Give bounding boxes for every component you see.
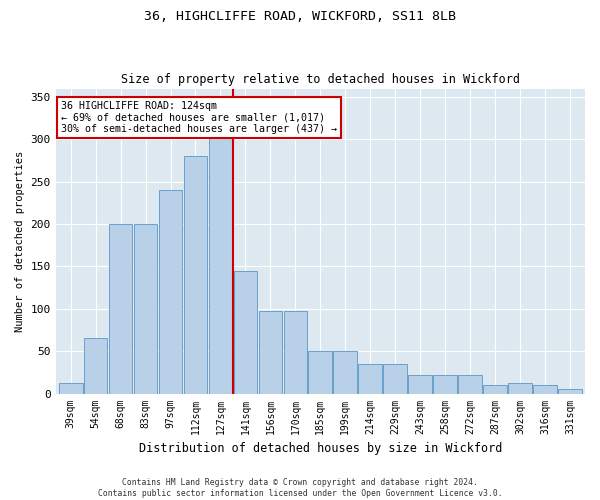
Bar (483, 385, 507, 394)
Bar (409, 375, 432, 394)
Bar (84, 338, 107, 394)
Bar (284, 310, 307, 394)
Bar (533, 385, 557, 394)
Bar (458, 375, 482, 394)
Bar (259, 310, 282, 394)
Bar (308, 351, 332, 394)
Text: 36, HIGHCLIFFE ROAD, WICKFORD, SS11 8LB: 36, HIGHCLIFFE ROAD, WICKFORD, SS11 8LB (144, 10, 456, 23)
Bar (134, 224, 157, 394)
Bar (158, 190, 182, 394)
Title: Size of property relative to detached houses in Wickford: Size of property relative to detached ho… (121, 73, 520, 86)
Y-axis label: Number of detached properties: Number of detached properties (15, 150, 25, 332)
Bar (334, 351, 357, 394)
Bar (184, 156, 208, 394)
Text: Contains HM Land Registry data © Crown copyright and database right 2024.
Contai: Contains HM Land Registry data © Crown c… (98, 478, 502, 498)
Text: 36 HIGHCLIFFE ROAD: 124sqm
← 69% of detached houses are smaller (1,017)
30% of s: 36 HIGHCLIFFE ROAD: 124sqm ← 69% of deta… (61, 101, 337, 134)
Bar (358, 364, 382, 394)
X-axis label: Distribution of detached houses by size in Wickford: Distribution of detached houses by size … (139, 442, 502, 455)
Bar (209, 114, 232, 394)
Bar (383, 364, 407, 394)
Bar (109, 224, 133, 394)
Bar (233, 270, 257, 394)
Bar (508, 384, 532, 394)
Bar (558, 390, 582, 394)
Bar (433, 375, 457, 394)
Bar (59, 382, 83, 394)
